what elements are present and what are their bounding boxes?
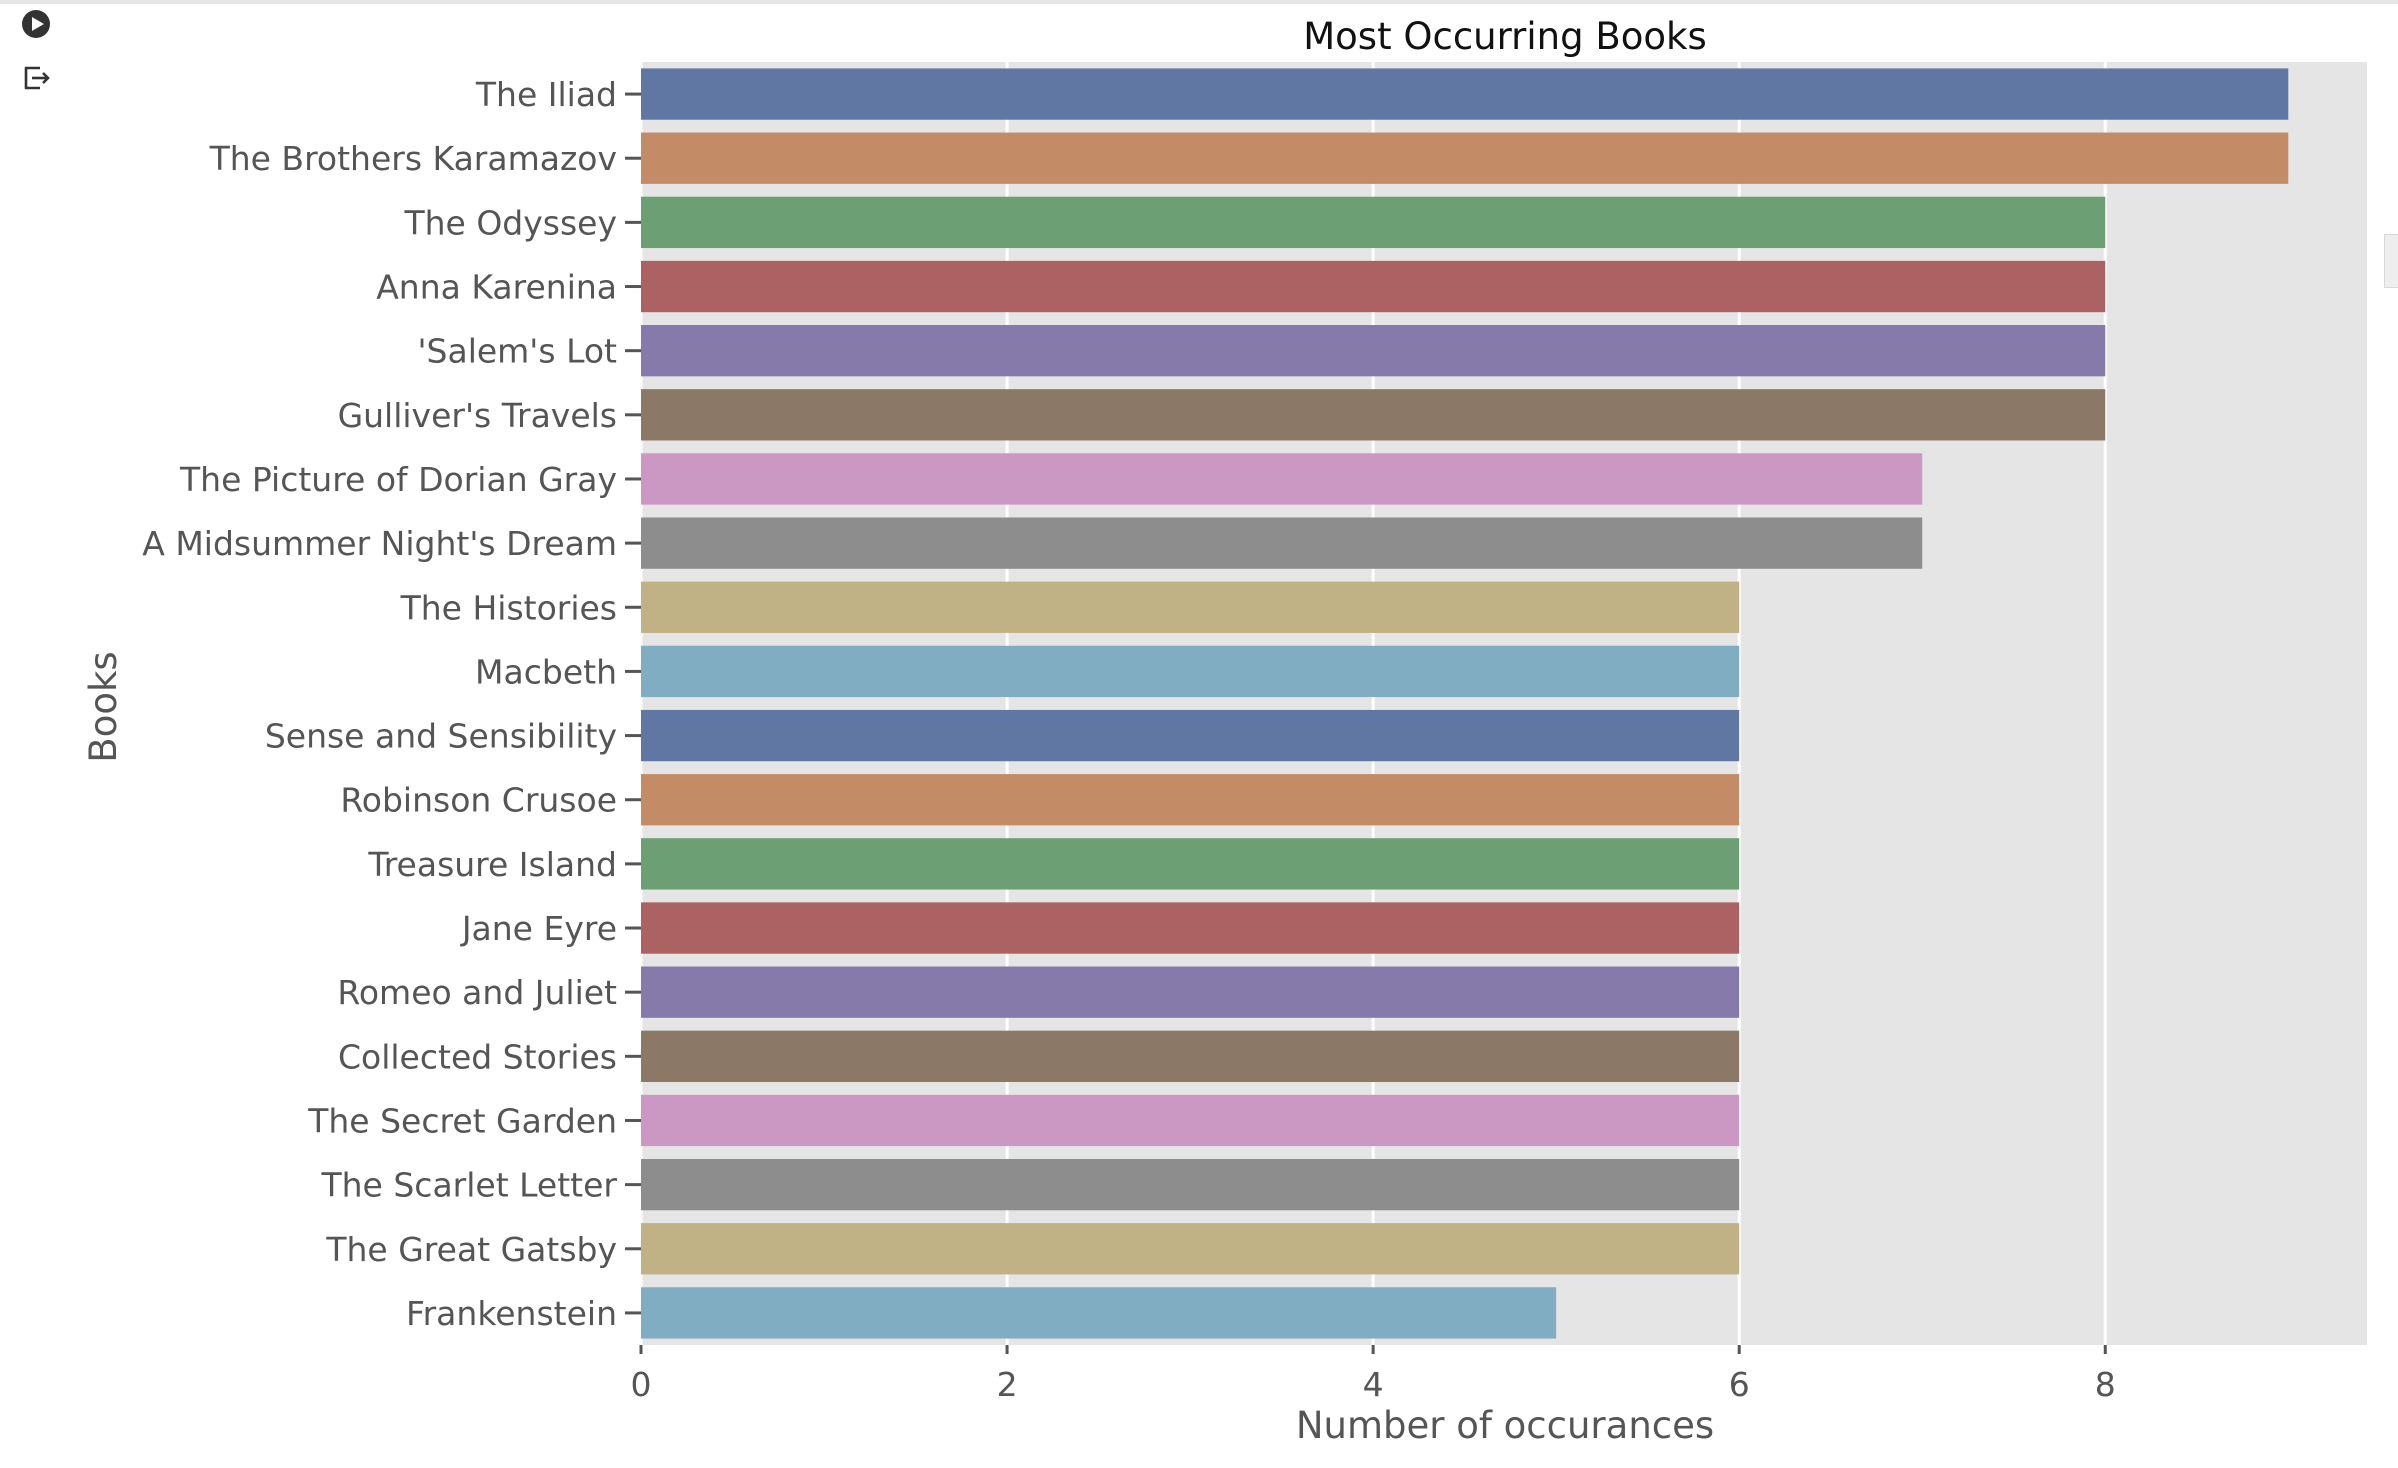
chart-title: Most Occurring Books <box>1303 15 1706 58</box>
plot-background <box>641 62 2367 1345</box>
y-tick-label: The Picture of Dorian Gray <box>179 460 617 499</box>
export-icon[interactable] <box>20 62 52 94</box>
y-tick-label: The Histories <box>400 588 617 627</box>
bar <box>641 838 1740 890</box>
bar <box>641 1030 1740 1082</box>
bar <box>641 902 1740 954</box>
bar <box>641 325 2106 377</box>
y-axis: The Iliad The Brothers Karamazov The Odyss… <box>142 75 641 1333</box>
y-tick-label: Macbeth <box>475 652 617 691</box>
bar <box>641 709 1740 762</box>
y-tick-label: The Odyssey <box>403 203 617 242</box>
x-axis-label: Number of occurances <box>1296 1404 1714 1447</box>
y-tick-label: Sense and Sensibility <box>265 717 617 756</box>
x-axis: 0 2 4 6 8 <box>631 1345 2116 1404</box>
y-tick-label: Gulliver's Travels <box>338 396 617 435</box>
scroll-handle[interactable] <box>2384 234 2398 288</box>
bar <box>641 581 1740 633</box>
bar <box>641 260 2106 313</box>
x-tick-label: 8 <box>2095 1365 2116 1404</box>
y-tick-label: The Iliad <box>475 75 617 114</box>
y-tick-label: The Secret Garden <box>307 1101 617 1140</box>
play-circle-icon[interactable] <box>20 8 52 40</box>
bar <box>641 196 2106 249</box>
bar <box>641 966 1740 1018</box>
bar <box>641 774 1740 826</box>
bar <box>641 645 1740 698</box>
y-tick-label: Treasure Island <box>367 845 617 884</box>
y-tick-label: A Midsummer Night's Dream <box>142 524 617 563</box>
y-tick-label: Jane Eyre <box>460 909 617 948</box>
y-tick-label: Robinson Crusoe <box>340 781 617 820</box>
x-tick-label: 2 <box>997 1365 1018 1404</box>
x-tick-label: 4 <box>1363 1365 1384 1404</box>
bar <box>641 389 2106 441</box>
y-tick-label: Collected Stories <box>338 1037 617 1076</box>
y-tick-label: The Great Gatsby <box>325 1230 617 1269</box>
y-tick-label: Anna Karenina <box>376 268 617 307</box>
y-axis-label: Books <box>82 651 125 762</box>
y-tick-label: Frankenstein <box>406 1294 617 1333</box>
top-border <box>0 0 2398 4</box>
x-tick-label: 6 <box>1729 1365 1750 1404</box>
x-tick-label: 0 <box>631 1365 652 1404</box>
bar <box>641 1158 1740 1211</box>
y-tick-label: Romeo and Juliet <box>337 973 617 1012</box>
bar <box>641 1223 1740 1275</box>
bar <box>641 517 1923 569</box>
bar <box>641 1287 1557 1339</box>
y-tick-label: 'Salem's Lot <box>417 332 617 371</box>
y-tick-label: The Brothers Karamazov <box>209 139 617 178</box>
bar <box>641 1094 1740 1147</box>
bar <box>641 132 2289 184</box>
bars <box>641 68 2289 1339</box>
bar <box>641 68 2289 120</box>
y-tick-label: The Scarlet Letter <box>320 1166 617 1205</box>
bar <box>641 453 1923 505</box>
